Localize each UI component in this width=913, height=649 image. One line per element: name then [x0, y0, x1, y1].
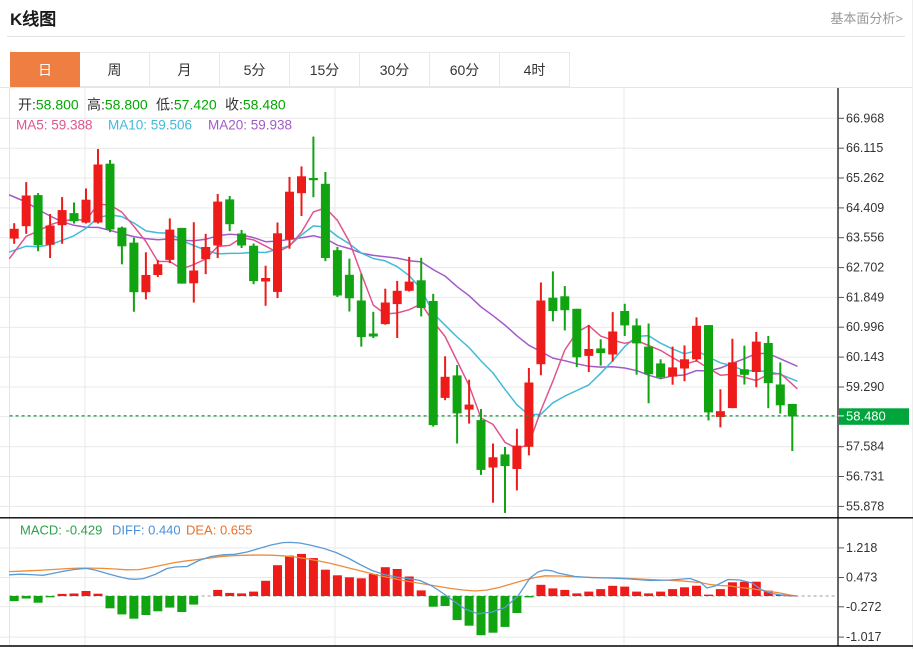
svg-text:-1.017: -1.017 — [846, 630, 881, 644]
svg-text:57.584: 57.584 — [846, 440, 884, 454]
svg-text:62.702: 62.702 — [846, 261, 884, 275]
svg-text:66.968: 66.968 — [846, 111, 884, 125]
svg-text:55.878: 55.878 — [846, 499, 884, 513]
svg-text:66.115: 66.115 — [846, 141, 883, 155]
svg-text:56.731: 56.731 — [846, 470, 884, 484]
svg-text:DEA: 0.655: DEA: 0.655 — [186, 523, 253, 538]
svg-text:64.409: 64.409 — [846, 201, 884, 215]
svg-text:60.996: 60.996 — [846, 320, 884, 334]
svg-text:59.290: 59.290 — [846, 380, 884, 394]
svg-text:高:58.800: 高:58.800 — [87, 97, 148, 113]
svg-text:收:58.480: 收:58.480 — [225, 97, 286, 113]
svg-text:MA10: 59.506: MA10: 59.506 — [108, 118, 192, 133]
svg-text:58.480: 58.480 — [846, 409, 886, 424]
svg-text:61.849: 61.849 — [846, 290, 884, 304]
svg-text:60.143: 60.143 — [846, 350, 884, 364]
svg-text:-0.272: -0.272 — [846, 600, 881, 614]
svg-text:开:58.800: 开:58.800 — [18, 97, 79, 113]
svg-text:65.262: 65.262 — [846, 171, 884, 185]
svg-text:MA5: 59.388: MA5: 59.388 — [16, 118, 93, 133]
svg-text:低:57.420: 低:57.420 — [156, 97, 217, 113]
svg-text:DIFF: 0.440: DIFF: 0.440 — [112, 523, 181, 538]
svg-text:MA20: 59.938: MA20: 59.938 — [208, 118, 292, 133]
svg-text:63.556: 63.556 — [846, 231, 884, 245]
svg-text:0.473: 0.473 — [846, 571, 877, 585]
svg-text:1.218: 1.218 — [846, 541, 877, 555]
svg-text:MACD: -0.429: MACD: -0.429 — [20, 523, 102, 538]
